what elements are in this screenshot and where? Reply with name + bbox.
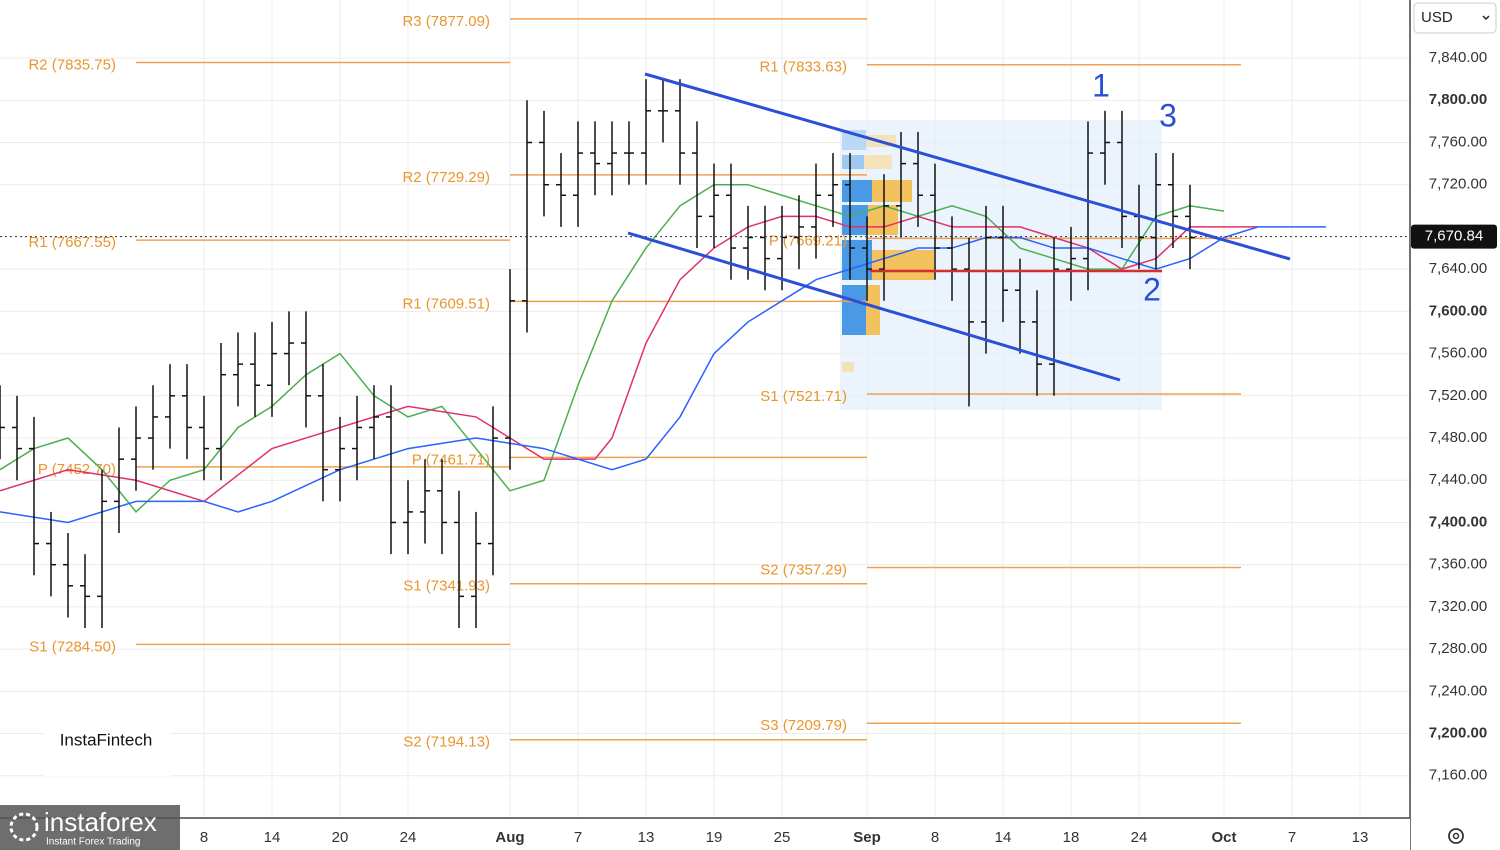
settings-icon-core (1452, 832, 1460, 840)
x-tick-label: 25 (774, 829, 791, 846)
pivot-label: R1 (7833.63) (759, 59, 847, 76)
vp-bar (842, 205, 868, 235)
y-tick-label: 7,560.00 (1429, 345, 1487, 362)
currency-select[interactable] (1413, 2, 1497, 34)
y-tick-label: 7,640.00 (1429, 260, 1487, 277)
y-tick-label: 7,240.00 (1429, 682, 1487, 699)
y-tick-label: 7,520.00 (1429, 387, 1487, 404)
x-tick-label: 14 (995, 829, 1012, 846)
x-tick-label: 14 (264, 829, 281, 846)
y-tick-label: 7,160.00 (1429, 767, 1487, 784)
vp-bar (842, 285, 866, 335)
vp-bar (842, 155, 864, 169)
vp-bar (872, 250, 934, 280)
x-tick-label: 13 (638, 829, 655, 846)
watermark-tagline: Instant Forex Trading (46, 837, 141, 848)
vp-bar (872, 180, 912, 202)
pivot-label: R3 (7877.09) (402, 13, 490, 30)
pivot-label: P (7669.21) (769, 232, 847, 249)
y-tick-label: 7,280.00 (1429, 640, 1487, 657)
settings-icon[interactable] (1448, 828, 1464, 844)
x-tick-label: 7 (574, 829, 582, 846)
y-tick-label: 7,440.00 (1429, 471, 1487, 488)
plot: R2 (7835.75)R1 (7667.55)P (7452.70)S1 (7… (0, 13, 1411, 751)
brand-panel (44, 706, 170, 776)
chevron (1482, 15, 1490, 21)
price-axis-panel (1410, 0, 1500, 850)
x-tick-label: 18 (1063, 829, 1080, 846)
x-tick-label: Aug (495, 829, 524, 846)
pivot-label: S1 (7341.93) (403, 578, 490, 595)
y-tick-label: 7,400.00 (1429, 513, 1487, 530)
watermark-logo (9, 812, 39, 842)
trend-line (627, 231, 1121, 382)
pivot-label: S2 (7357.29) (760, 562, 847, 579)
x-tick-label: 8 (931, 829, 939, 846)
pivot-label: S1 (7284.50) (29, 638, 116, 655)
grid (0, 0, 1410, 818)
pivot-label: S2 (7194.13) (403, 734, 490, 751)
x-tick-label: 24 (400, 829, 417, 846)
vp-bar (842, 362, 854, 372)
wave-label: 1 (1092, 67, 1110, 103)
y-tick-label: 7,200.00 (1429, 725, 1487, 742)
x-tick-label: Oct (1211, 829, 1236, 846)
y-tick-label: 7,760.00 (1429, 133, 1487, 150)
brand-text: InstaFintech (60, 730, 153, 749)
y-tick-label: 7,320.00 (1429, 598, 1487, 615)
y-tick-label: 7,840.00 (1429, 49, 1487, 66)
pivot-label: R2 (7729.29) (402, 169, 490, 186)
trend-line (644, 72, 1291, 261)
x-tick-label: 20 (332, 829, 349, 846)
x-tick-label: 7 (1288, 829, 1296, 846)
currency-label: USD (1421, 9, 1453, 26)
vp-bar (866, 285, 880, 335)
pivot-label: S3 (7209.79) (760, 717, 847, 734)
wave-label: 3 (1159, 97, 1177, 133)
moving-average (0, 226, 1326, 524)
last-price-box (1411, 224, 1497, 249)
wave-label: 2 (1143, 271, 1161, 307)
vp-bar (864, 155, 892, 169)
watermark-text: instaforex (44, 807, 157, 837)
y-tick-label: 7,480.00 (1429, 429, 1487, 446)
x-tick-label: 19 (706, 829, 723, 846)
y-tick-label: 7,720.00 (1429, 176, 1487, 193)
x-tick-label: Sep (853, 829, 881, 846)
x-tick-label: 24 (1131, 829, 1148, 846)
pivot-label: R1 (7667.55) (28, 234, 116, 251)
y-tick-label: 7,800.00 (1429, 91, 1487, 108)
last-price-label: 7,670.84 (1425, 228, 1483, 245)
pivot-label: S1 (7521.71) (760, 388, 847, 405)
time-axis-panel (0, 818, 1410, 850)
x-tick-label: 13 (1352, 829, 1369, 846)
pivot-label: R1 (7609.51) (402, 295, 490, 312)
y-tick-label: 7,600.00 (1429, 302, 1487, 319)
axes: 7,160.00 7,200.00 7,240.00 7,280.00 7,320.00… (200, 49, 1497, 846)
pivot-label: R2 (7835.75) (28, 57, 116, 74)
y-tick-label: 7,360.00 (1429, 556, 1487, 573)
pivot-label: P (7461.71) (412, 451, 490, 468)
x-tick-label: 8 (200, 829, 208, 846)
watermark-box (0, 805, 180, 850)
vp-bar (842, 180, 872, 202)
